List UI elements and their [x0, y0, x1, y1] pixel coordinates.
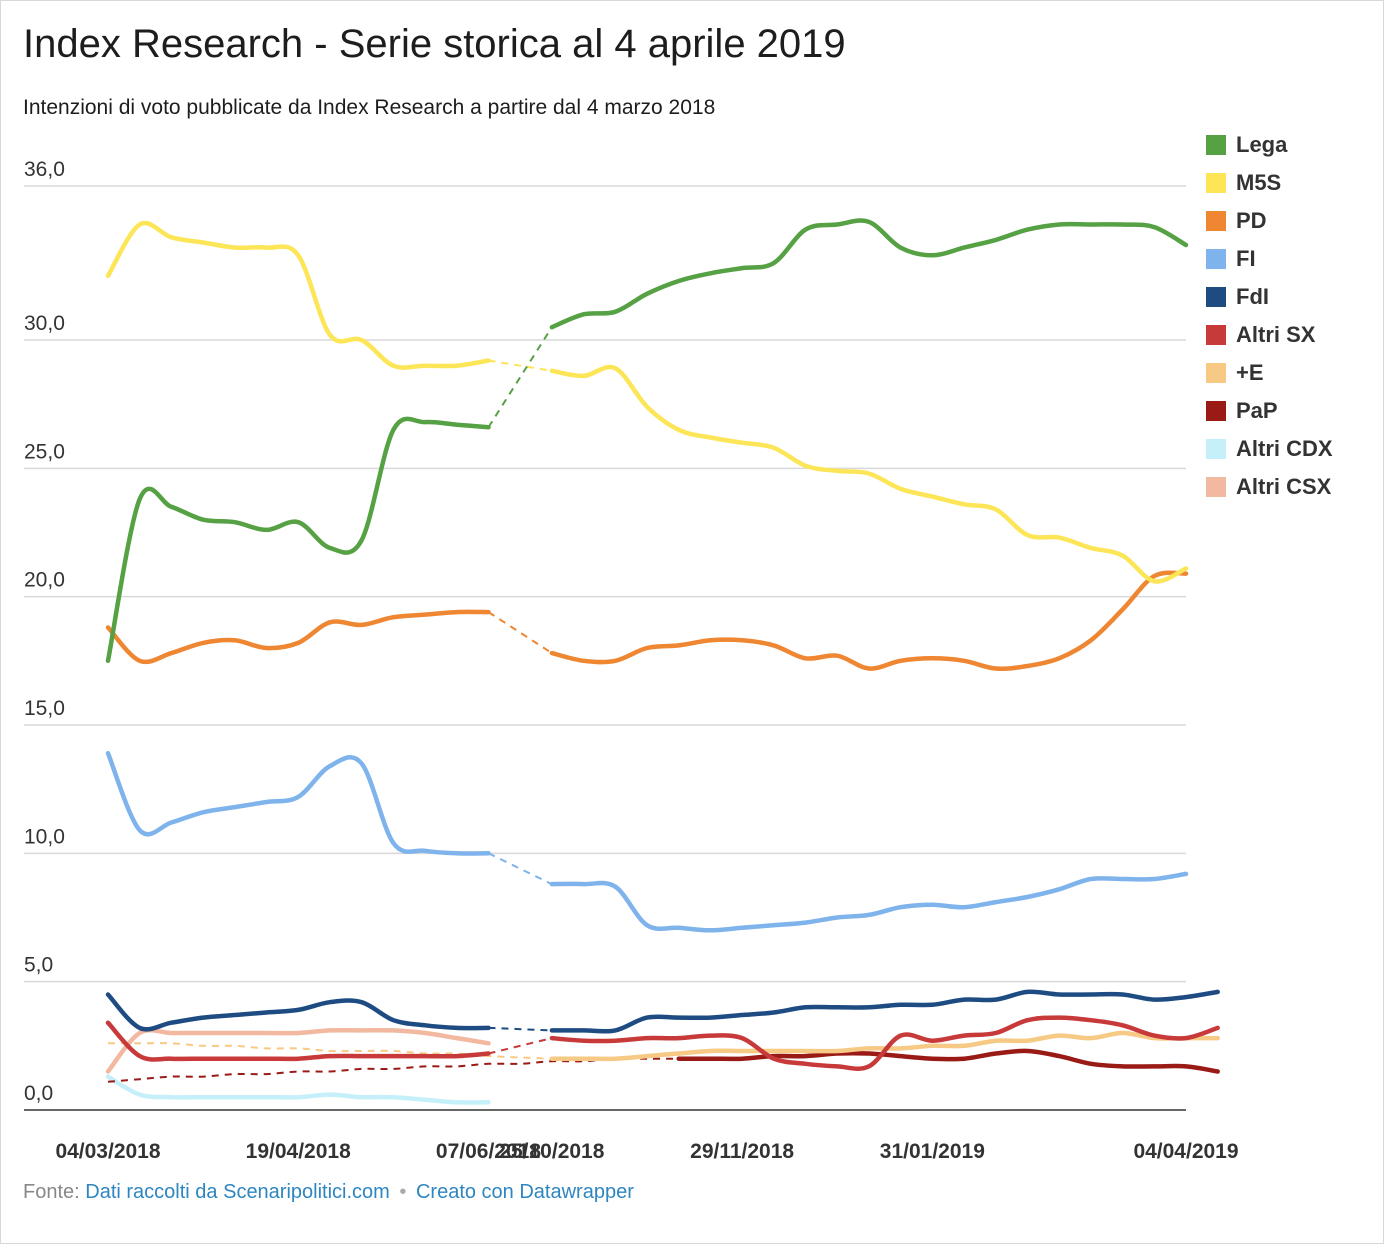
legend-label: Altri CSX — [1236, 474, 1332, 499]
series-gap-altri-sx — [488, 1037, 553, 1055]
legend-swatch — [1206, 439, 1226, 459]
legend-swatch — [1206, 211, 1226, 231]
legend-swatch — [1206, 401, 1226, 421]
series-line-altri-sx — [105, 1020, 491, 1062]
series-line-fdi-2 — [549, 989, 1220, 1034]
series-line-fi-2 — [549, 871, 1189, 933]
y-tick-label: 36,0 — [24, 158, 65, 181]
x-tick-label: 31/01/2019 — [880, 1140, 985, 1163]
series-gap-m5s — [488, 359, 553, 372]
legend-item-e: +E — [1206, 354, 1333, 392]
x-tick-label: 04/04/2019 — [1133, 1140, 1238, 1163]
legend-swatch — [1206, 363, 1226, 383]
y-tick-label: 20,0 — [24, 569, 65, 592]
x-tick-label: 19/04/2018 — [246, 1140, 351, 1163]
y-tick-label: 15,0 — [24, 697, 65, 720]
datawrapper-link[interactable]: Creato con Datawrapper — [415, 1181, 634, 1203]
series-dashed-pap — [107, 1057, 679, 1083]
source-link[interactable]: Dati raccolti da Scenaripolitici.com — [85, 1181, 390, 1203]
footer-separator: • — [399, 1181, 407, 1203]
grid-lines — [24, 185, 1186, 983]
legend-label: PaP — [1236, 398, 1278, 423]
series-dashed-e — [108, 1042, 552, 1060]
legend-label: FdI — [1236, 284, 1269, 309]
legend-label: PD — [1236, 208, 1267, 233]
legend-swatch — [1206, 135, 1226, 155]
y-tick-label: 10,0 — [24, 825, 65, 848]
series-gap-fdi — [488, 1026, 552, 1032]
series-line-pd — [105, 609, 491, 665]
legend-item-pd: PD — [1206, 202, 1333, 240]
legend-item-altri-cdx: Altri CDX — [1206, 430, 1333, 468]
x-tick-label: 29/11/2018 — [690, 1140, 794, 1163]
series-line-m5s — [105, 220, 491, 370]
legend-swatch — [1206, 477, 1226, 497]
chart-title: Index Research - Serie storica al 4 apri… — [23, 22, 846, 66]
x-tick-label: 07/06/2018 — [436, 1140, 541, 1163]
series-line-altri-csx — [105, 1027, 491, 1074]
legend: Lega M5S PD FI FdI Altri SX +E PaP Altri CDX Altr… — [1206, 126, 1333, 506]
y-tick-label: 25,0 — [24, 440, 65, 463]
series-gap-fi — [488, 852, 553, 886]
series-line-m5s-2 — [549, 364, 1189, 584]
y-tick-label: 30,0 — [24, 312, 65, 335]
legend-item-altri-csx: Altri CSX — [1206, 468, 1333, 506]
legend-item-fi: FI — [1206, 240, 1333, 278]
series-line-lega — [105, 416, 491, 664]
series-line-altri-cdx — [105, 1074, 491, 1105]
x-tick-label: 04/03/2018 — [55, 1140, 160, 1163]
y-tick-label: 5,0 — [24, 954, 53, 977]
legend-label: Altri CDX — [1236, 436, 1333, 461]
y-tick-label: 0,0 — [24, 1082, 53, 1105]
chart-subtitle: Intenzioni di voto pubblicate da Index R… — [23, 96, 716, 119]
series-lines — [105, 218, 1220, 1105]
legend-item-m5s: M5S — [1206, 164, 1333, 202]
series-line-fi — [105, 750, 491, 856]
legend-item-lega: Lega — [1206, 126, 1333, 164]
legend-item-altri-sx: Altri SX — [1206, 316, 1333, 354]
legend-label: Lega — [1236, 132, 1288, 157]
footer-label: Fonte: — [23, 1181, 80, 1203]
legend-label: Altri SX — [1236, 322, 1316, 347]
x-axis-labels: 04/03/2018 19/04/2018 07/06/201825/10/2018… — [55, 1140, 1238, 1163]
legend-item-pap: PaP — [1206, 392, 1333, 430]
x-tick-label: 25/10/2018 — [499, 1140, 604, 1163]
legend-label: FI — [1236, 246, 1256, 271]
legend-item-fdi: FdI — [1206, 278, 1333, 316]
legend-label: +E — [1236, 360, 1264, 385]
series-line-pd-2 — [549, 570, 1189, 671]
series-line-fdi — [105, 992, 491, 1032]
legend-label: M5S — [1236, 170, 1282, 195]
y-axis-labels: 0,0 5,0 10,0 15,0 20,0 25,0 30,0 36,0 — [24, 158, 65, 1105]
legend-swatch — [1206, 249, 1226, 269]
series-gap-pd — [487, 611, 553, 654]
series-gap-lega — [487, 326, 553, 428]
series-line-altri-sx-2 — [549, 1015, 1220, 1071]
series-line-lega-2 — [549, 218, 1189, 330]
legend-swatch — [1206, 325, 1226, 345]
series-line-pap — [676, 1048, 1220, 1074]
legend-swatch — [1206, 173, 1226, 193]
footer: Fonte: Dati raccolti da Scenaripolitici.… — [23, 1181, 634, 1204]
legend-swatch — [1206, 287, 1226, 307]
